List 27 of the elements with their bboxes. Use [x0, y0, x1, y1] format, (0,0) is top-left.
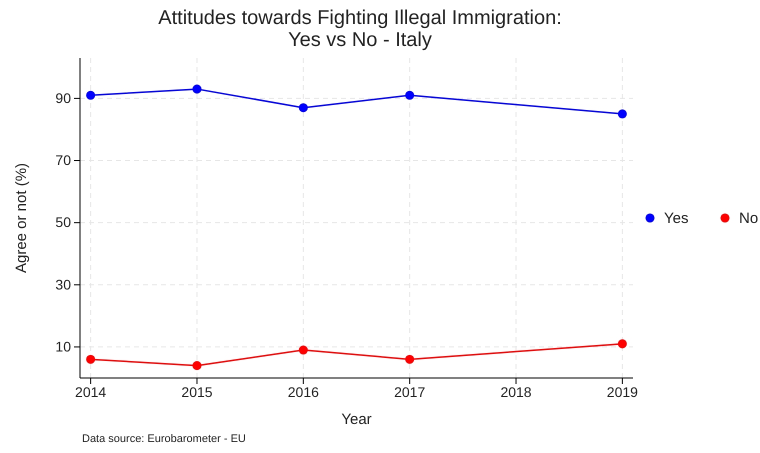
source-note: Data source: Eurobarometer - EU — [82, 433, 246, 445]
point — [405, 90, 414, 100]
legend-label: Yes — [664, 210, 688, 227]
x-tick-label: 2015 — [181, 384, 213, 400]
y-tick-label: 90 — [55, 90, 72, 106]
y-axis-title: Agree or not (%) — [13, 162, 30, 274]
point — [618, 339, 627, 348]
point — [618, 109, 627, 118]
y-tick-label: 30 — [55, 276, 72, 292]
y-tick-label: 10 — [55, 338, 72, 354]
point — [86, 354, 96, 364]
point — [192, 84, 202, 94]
chart-title: Attitudes towards Fighting Illegal Immigration: Yes vs No - Italy — [158, 7, 562, 51]
legend-label: No — [739, 210, 758, 227]
point — [405, 354, 414, 364]
y-tick-label: 70 — [55, 152, 72, 168]
x-axis-title: Year — [341, 411, 372, 428]
point — [298, 346, 308, 355]
point — [86, 90, 96, 100]
x-tick-label: 2014 — [75, 384, 106, 400]
y-tick-label: 50 — [55, 214, 72, 230]
point — [192, 361, 202, 370]
x-tick-label: 2019 — [606, 384, 638, 400]
x-tick-label: 2016 — [288, 384, 320, 400]
x-tick-label: 2017 — [394, 384, 426, 400]
x-tick-label: 2018 — [500, 384, 532, 400]
point — [298, 103, 308, 112]
